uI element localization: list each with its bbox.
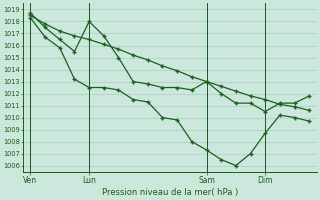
X-axis label: Pression niveau de la mer( hPa ): Pression niveau de la mer( hPa ) xyxy=(102,188,238,197)
